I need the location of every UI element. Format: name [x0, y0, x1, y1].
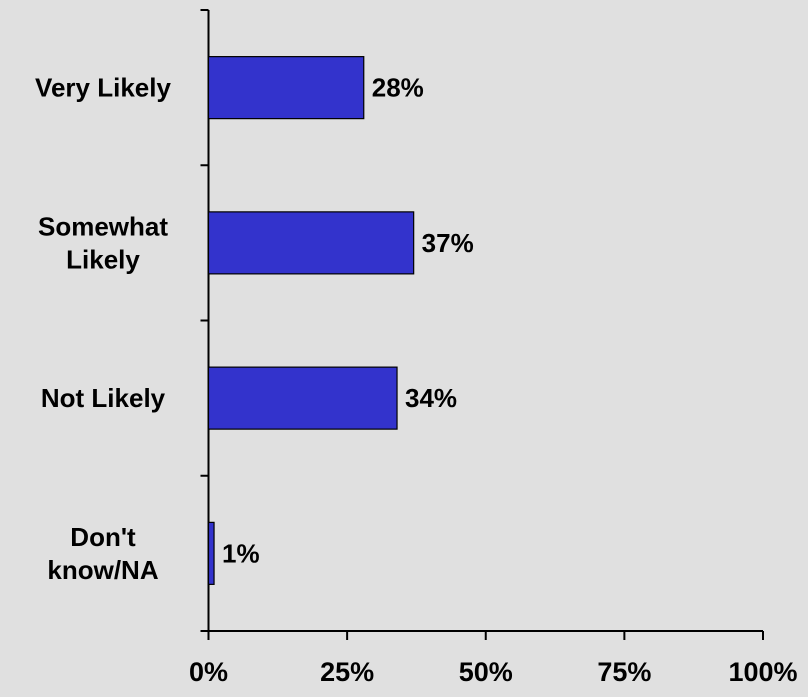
category-label: Likely: [66, 244, 140, 274]
bar-value-label: 1%: [222, 538, 260, 568]
x-tick-label: 75%: [597, 657, 651, 687]
bar-value-label: 28%: [372, 73, 424, 103]
bar-value-label: 37%: [422, 228, 474, 258]
x-tick-label: 0%: [189, 657, 228, 687]
x-tick-label: 100%: [728, 657, 797, 687]
bar: [207, 521, 215, 585]
x-tick-label: 50%: [459, 657, 513, 687]
bar: [207, 211, 415, 275]
category-label: know/NA: [47, 555, 158, 585]
x-tick-label: 25%: [320, 657, 374, 687]
labels: 0% 25% 50% 75% 100% 28% Very Likely 37% Somewhat…: [35, 73, 797, 687]
bar: [207, 56, 365, 120]
category-label: Not Likely: [41, 383, 166, 413]
bar-value-label: 34%: [405, 383, 457, 413]
bar: [207, 366, 398, 430]
category-label: Don't: [70, 522, 136, 552]
category-label: Somewhat: [38, 211, 168, 241]
bars: [207, 56, 415, 585]
category-label: Very Likely: [35, 73, 171, 103]
